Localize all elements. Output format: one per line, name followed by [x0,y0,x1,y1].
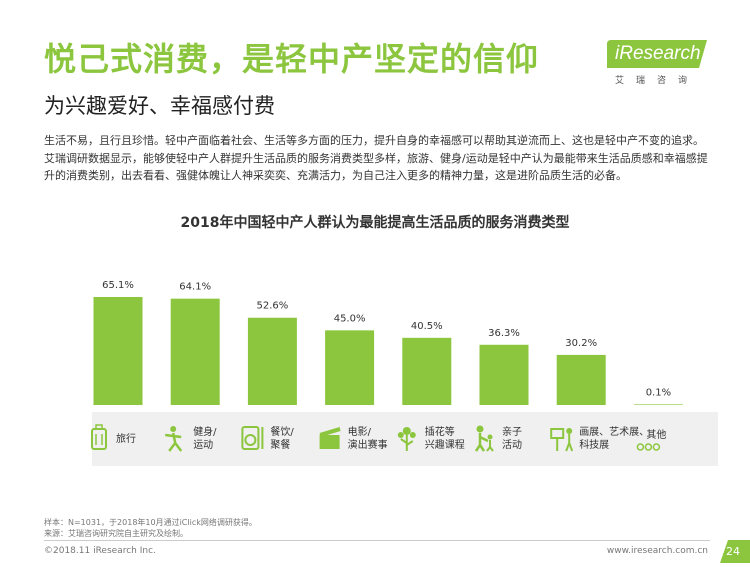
category-label: 健身/运动 [193,426,216,452]
category-label: 旅行 [116,433,136,446]
copyright: ©2018.11 iResearch Inc. [44,546,156,556]
website-link[interactable]: www.iresearch.com.cn [606,546,708,556]
icon-label-panel [92,412,718,466]
footer-divider [44,540,710,541]
sample-note: 样本：N=1031，于2018年10月通过iClick网络调研获得。 [44,518,257,527]
category-label: 其他 [646,429,666,442]
logo-sub-text: 艾瑞咨询 [615,76,700,86]
category-label: 插花等 兴趣课程 [425,426,465,452]
page-subtitle: 为兴趣爱好、幸福感付费 [44,94,275,118]
bar [170,298,220,405]
page-title: 悦己式消费，是轻中产坚定的信仰 [44,40,540,78]
flower-icon [397,427,416,451]
category-label-line: 运动 [193,440,214,451]
category-label-line: 电影/ [347,427,371,438]
category-label-line: 其他 [646,430,667,441]
dining-icon [241,426,264,450]
category-label-line: 旅行 [116,434,136,445]
exhibition-icon [550,428,574,452]
luggage-icon [91,424,107,450]
data-label: 36.3% [488,328,520,339]
data-label: 45.0% [334,313,366,324]
logo-banner-shape [607,40,707,68]
bar [93,297,143,405]
source-note: 样本：N=1031，于2018年10月通过iClick网络调研获得。 来源：艾瑞… [44,517,257,539]
category-label-line: 活动 [502,440,522,451]
data-label: 30.2% [565,338,597,349]
category-label-line: 聚餐 [270,440,291,451]
film-clapper-icon [319,427,341,449]
category-label-line: 演出赛事 [347,440,388,451]
logo-brand-text: iResearch [615,43,701,64]
category-label: 画展、艺术展、 科技展 [579,426,649,452]
bar [556,354,606,405]
category-label-line: 兴趣课程 [424,440,465,451]
page-number: 24 [726,545,740,558]
bar [325,330,375,405]
intro-paragraph: 生活不易，且行且珍惜。轻中产面临着社会、生活等多方面的压力，提升自身的幸福感可以… [44,134,708,182]
source-line: 来源：艾瑞咨询研究院自主研究及绘制。 [44,529,188,538]
category-label-line: 餐饮/ [270,427,294,438]
page-badge-shape [720,540,750,563]
data-label: 65.1% [102,280,134,291]
category-label-line: 健身/ [193,427,217,438]
parent-child-icon [474,425,494,452]
chart-title: 2018年中国轻中产人群认为最能提高生活品质的服务消费类型 [180,215,570,231]
bar [247,317,297,405]
bar [633,404,683,405]
category-label-line: 插花等 [424,427,455,438]
category-label: 餐饮/聚餐 [270,426,293,452]
category-label-line: 亲子 [502,427,522,438]
data-label: 52.6% [257,301,289,312]
bar [479,344,529,405]
category-label-line: 科技展 [579,440,610,451]
data-label: 40.5% [411,321,443,332]
page-number-badge: 24 [720,540,750,563]
category-label: 亲子 活动 [502,426,522,452]
fitness-icon [165,426,183,452]
category-label-line: 画展、艺术展、 [579,427,650,438]
bar [402,337,452,405]
data-label: 64.1% [179,282,211,293]
dots-icon [636,443,661,451]
category-label: 电影/演出赛事 [348,426,388,452]
data-label: 0.1% [646,387,671,398]
